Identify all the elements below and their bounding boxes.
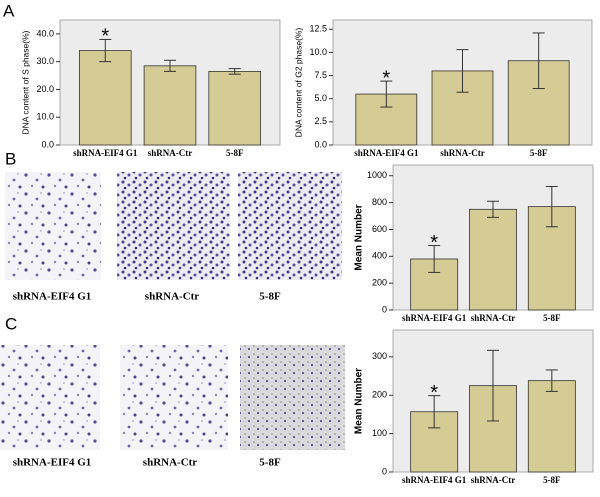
y-tick-label: 12.5: [309, 24, 327, 34]
y-tick-label: 1000: [367, 170, 387, 180]
micrograph: [117, 172, 230, 280]
x-tick-label: shRNA-Ctr: [148, 148, 193, 158]
significance-mark: *: [382, 67, 390, 89]
x-tick-label: shRNA-EIF4 G1: [73, 148, 138, 158]
y-axis-label: DNA content of G2 phase(%): [293, 28, 303, 138]
y-tick-label: 20.0: [36, 84, 54, 94]
y-tick-label: 400: [372, 251, 387, 261]
panel-label: B: [5, 149, 16, 168]
image-caption: shRNA-Ctr: [145, 291, 200, 303]
image-caption: shRNA-Ctr: [143, 457, 198, 469]
y-tick-label: 200: [372, 390, 387, 400]
x-tick-label: 5-8F: [530, 148, 548, 158]
bar: [143, 65, 197, 146]
x-tick-label: 5-8F: [543, 475, 561, 485]
significance-mark: *: [101, 26, 109, 48]
x-tick-label: shRNA-EIF4 G1: [402, 475, 467, 485]
x-tick-label: 5-8F: [226, 148, 244, 158]
y-tick-label: 7.5: [314, 70, 327, 80]
bar: [527, 380, 576, 473]
image-caption: 5-8F: [259, 291, 281, 303]
y-tick-label: 30.0: [36, 56, 54, 66]
x-tick-label: 5-8F: [543, 313, 561, 323]
image-caption: shRNA-EIF4 G1: [13, 457, 92, 469]
y-tick-label: 300: [372, 351, 387, 361]
y-axis-label: Mean Number: [354, 368, 365, 434]
x-tick-label: shRNA-Ctr: [471, 313, 516, 323]
y-tick-label: 10.0: [36, 112, 54, 122]
y-axis-label: DNA content of S phase(%): [20, 30, 30, 134]
y-tick-label: 0.0: [41, 139, 54, 149]
y-tick-label: 100: [372, 428, 387, 438]
image-caption: shRNA-EIF4 G1: [13, 291, 92, 303]
bar: [208, 70, 261, 146]
y-tick-label: 0: [382, 304, 387, 314]
image-caption: 5-8F: [259, 457, 281, 469]
y-tick-label: 2.5: [314, 116, 327, 126]
x-tick-label: shRNA-Ctr: [471, 475, 516, 485]
y-tick-label: 800: [372, 197, 387, 207]
micrograph: [0, 345, 100, 450]
bar: [79, 50, 132, 146]
y-tick-label: 200: [372, 278, 387, 288]
significance-mark: *: [430, 382, 438, 404]
x-tick-label: shRNA-EIF4 G1: [354, 148, 419, 158]
y-tick-label: 5.0: [314, 93, 327, 103]
x-tick-label: shRNA-Ctr: [440, 148, 485, 158]
y-tick-label: 0.0: [314, 139, 327, 149]
y-tick-label: 0: [382, 466, 387, 476]
micrograph: [120, 345, 228, 450]
y-tick-label: 40.0: [36, 28, 54, 38]
micrograph: [238, 172, 342, 280]
bar: [469, 208, 517, 311]
significance-mark: *: [430, 232, 438, 254]
y-axis-label: Mean Number: [354, 204, 365, 270]
panel-label: A: [3, 1, 15, 20]
y-tick-label: 600: [372, 224, 387, 234]
micrograph: [5, 172, 101, 280]
micrograph: [240, 345, 345, 450]
x-tick-label: shRNA-EIF4 G1: [402, 313, 467, 323]
y-tick-label: 10.0: [309, 47, 327, 57]
panel-label: C: [5, 314, 17, 333]
